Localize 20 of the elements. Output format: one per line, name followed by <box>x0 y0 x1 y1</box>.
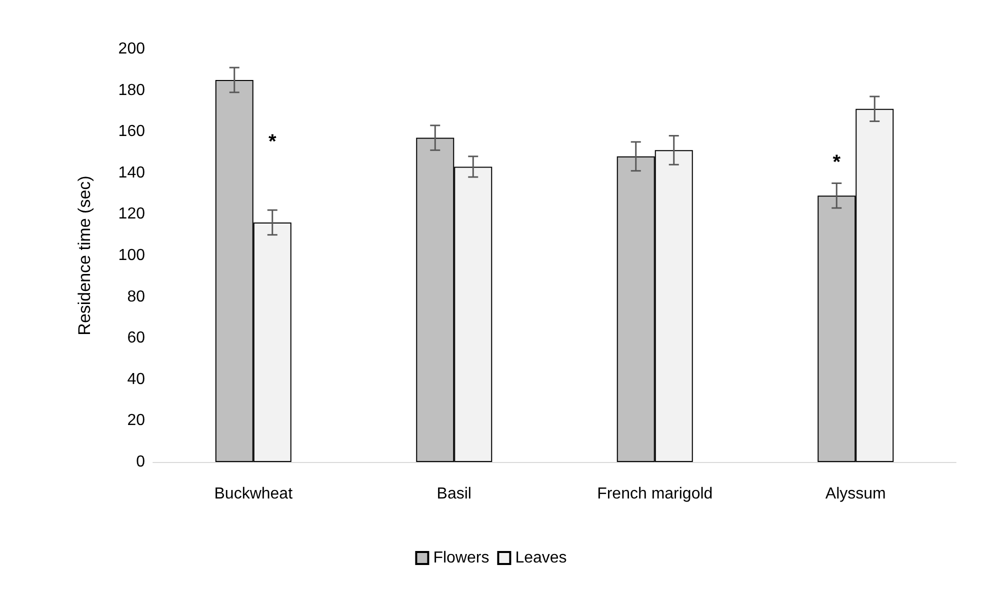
y-tick-label: 0 <box>136 454 146 470</box>
x-tick-label: Alyssum <box>825 486 886 502</box>
annotation: * <box>832 152 841 174</box>
y-axis-title: Residence time (sec) <box>75 176 94 336</box>
y-tick-label: 60 <box>127 330 146 347</box>
y-tick-label: 200 <box>118 40 146 58</box>
y-tick-label: 100 <box>118 247 146 264</box>
y-tick-label: 120 <box>118 206 146 223</box>
y-tick-label: 20 <box>127 412 146 430</box>
annotation: * <box>268 130 276 153</box>
x-tick-label: Buckwheat <box>214 486 294 502</box>
y-tick-label: 140 <box>118 164 146 182</box>
y-tick-label: 40 <box>127 370 146 388</box>
legend-label: Flowers <box>433 550 490 566</box>
x-tick-label: French marigold <box>597 486 713 502</box>
y-tick-label: 160 <box>118 123 146 140</box>
y-tick-label: 80 <box>127 288 146 306</box>
legend-label: Leaves <box>515 550 567 566</box>
x-tick-label: Basil <box>436 486 472 502</box>
y-tick-label: 180 <box>118 82 146 99</box>
